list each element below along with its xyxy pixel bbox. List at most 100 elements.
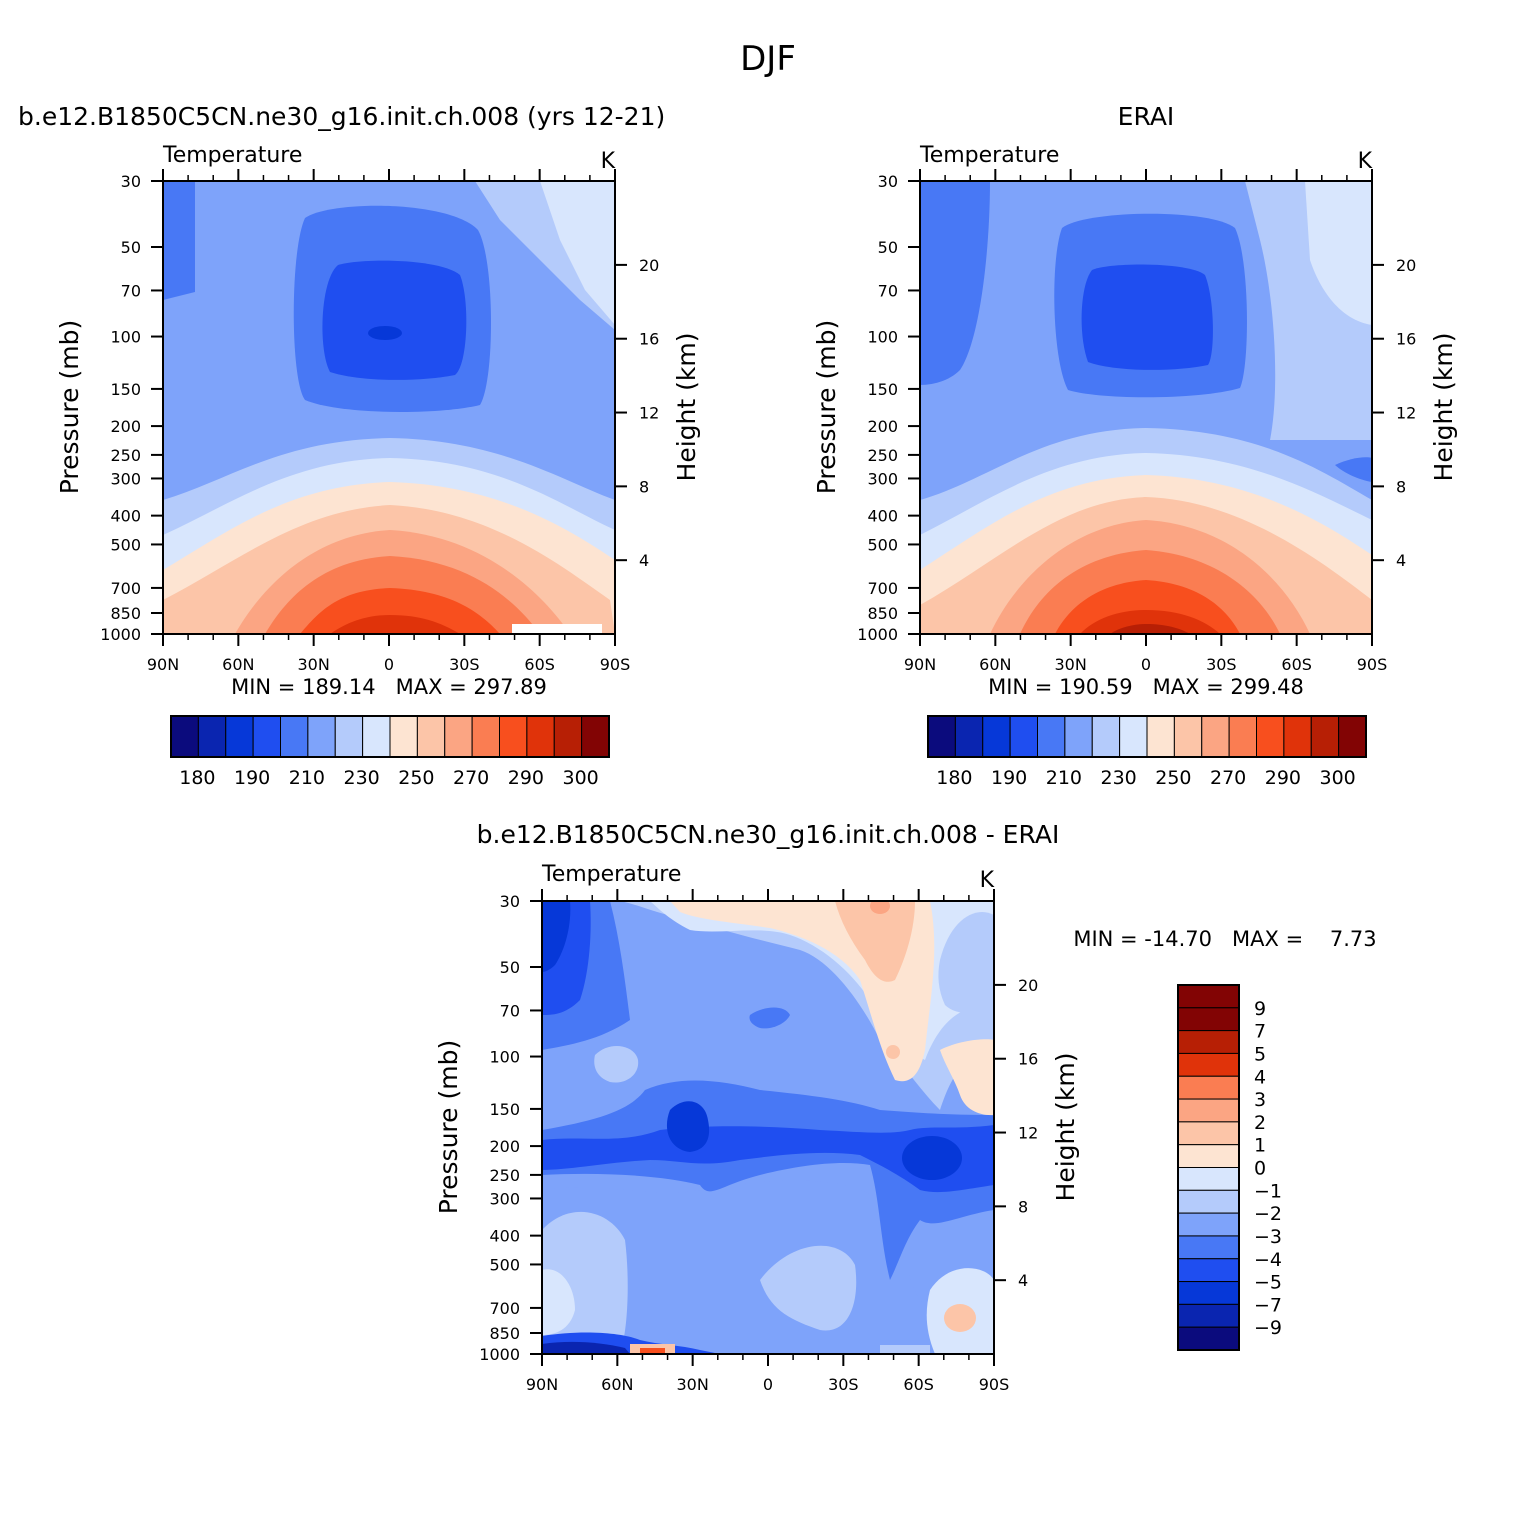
contour-band [920,181,990,385]
y-tick-label: 400 [489,1227,520,1246]
colorbar-swatch [1091,715,1121,758]
y-tick-label: 100 [867,328,898,347]
y-axis-label: Pressure (mb) [812,320,841,494]
y-tick-label: 700 [110,579,141,598]
colorbar-swatch [1177,1007,1240,1032]
y-axis-label: Pressure (mb) [434,1040,463,1214]
colorbar-label: 270 [1210,767,1246,789]
colorbar-label: 180 [936,767,972,789]
colorbar-swatch [1177,1212,1240,1237]
colorbar-label: −2 [1254,1203,1282,1225]
y-tick-label: 50 [878,238,898,257]
contour-band [940,1039,994,1116]
colorbar-label: −3 [1254,1226,1282,1248]
y2-tick-label: 4 [1018,1271,1028,1290]
x-tick-label: 90N [526,1375,558,1394]
contour-field [542,901,994,1354]
colorbar-label: 300 [1319,767,1355,789]
panel-subtitle-right: K [1358,149,1373,174]
y-tick-label: 250 [489,1166,520,1185]
y-tick-label: 400 [867,507,898,526]
colorbar-swatch [1173,715,1203,758]
y-tick-label: 1000 [100,625,141,644]
colorbar-swatch [1146,715,1175,758]
colorbar-label: 1 [1254,1135,1266,1157]
colorbar-label: 3 [1254,1089,1266,1111]
panel-title: ERAI [1118,102,1175,131]
y-axis-ticks: 30 50 70 100 150 200 250 300 400 500 700 850 1000 4 8 1… [479,892,1038,1364]
panel-title: b.e12.B1850C5CN.ne30_g16.init.ch.008 - E… [477,820,1060,849]
colorbar-swatch [1064,715,1093,758]
colorbar-frame [1177,984,1240,1351]
stats-text: MIN = 189.14 MAX = 297.89 [231,675,547,699]
contour-band [1080,610,1220,634]
colorbar-swatch [1177,1144,1240,1168]
contour-band [938,912,994,1014]
colorbar-swatch [1177,1258,1240,1283]
colorbar-label: 9 [1254,998,1266,1020]
colorbar-label: 210 [289,767,325,789]
x-tick-label: 30N [1055,655,1087,674]
contour-band [1110,624,1190,634]
colorbar-swatch [280,715,309,758]
y2-tick-label: 4 [1396,551,1406,570]
colorbar-label: −5 [1254,1272,1282,1294]
y-tick-label: 700 [867,579,898,598]
panel-subtitle-right: K [601,149,616,174]
colorbar-frame [170,715,610,758]
panel-erai: ERAI Temperature K 305070100150200250300… [812,102,1458,789]
colorbar-swatch [1037,715,1066,758]
y-tick-label: 300 [489,1189,520,1208]
colorbar-swatch [1119,715,1148,758]
contour-band [330,615,460,634]
colorbar-swatch [499,715,528,758]
y-axis-label: Pressure (mb) [55,320,84,494]
panel-subtitle-left: Temperature [162,143,302,168]
colorbar-swatch [444,715,473,758]
x-tick-label: 60N [601,1375,633,1394]
x-tick-label: 0 [763,1375,773,1394]
colorbar-label: 250 [398,767,434,789]
contour-band [870,901,890,914]
x-tick-label: 60N [979,655,1011,674]
contour-band [542,1269,575,1335]
x-tick-label: 30S [828,1375,859,1394]
colorbar-swatch [170,715,199,758]
y-tick-label: 50 [121,238,141,257]
colorbar-swatch [1177,1098,1240,1123]
y-tick-label: 1000 [479,1345,520,1364]
y2-axis-label: Height (km) [672,333,701,482]
colorbar-swatch [581,715,610,758]
y-tick-label: 850 [489,1324,520,1343]
y-tick-label: 1000 [857,625,898,644]
y-tick-label: 500 [867,535,898,554]
y2-tick-label: 8 [639,477,649,496]
x-tick-label: 0 [1141,655,1151,674]
contour-band [542,1341,630,1354]
colorbar-label: 290 [508,767,544,789]
panel-subtitle-left: Temperature [919,143,1059,168]
y2-tick-label: 16 [1018,1050,1038,1069]
y-axis-ticks: 30 50 70 100 150 200 250 300 400 500 700 850 1000 4 8 1… [857,172,1416,644]
y-axis-ticks: 30 50 70 100 150 200 250 300 400 500 700 850 1000 4 8 1… [100,172,659,644]
colorbar-label: −7 [1254,1294,1282,1316]
x-tick-label: 0 [384,655,394,674]
x-axis-ticks: 90N 60N 30N 0 30S 60S 90S [526,889,1009,1394]
x-tick-label: 90S [979,1375,1010,1394]
y2-tick-label: 20 [639,256,659,275]
colorbar: 180 190 210 230 250 270 290 300 [170,715,610,789]
y-tick-label: 150 [110,380,141,399]
panel-model: b.e12.B1850C5CN.ne30_g16.init.ch.008 (yr… [18,102,701,789]
x-tick-label: 30N [298,655,330,674]
colorbar-label: 230 [1100,767,1136,789]
y-tick-label: 30 [121,172,141,191]
y2-tick-label: 16 [1396,330,1416,349]
colorbar-swatch [252,715,281,758]
y-tick-label: 300 [110,469,141,488]
contour-band [542,1125,994,1193]
colorbar-label: 250 [1155,767,1191,789]
y-tick-label: 200 [867,417,898,436]
y-tick-label: 150 [867,380,898,399]
colorbar-label: 290 [1265,767,1301,789]
